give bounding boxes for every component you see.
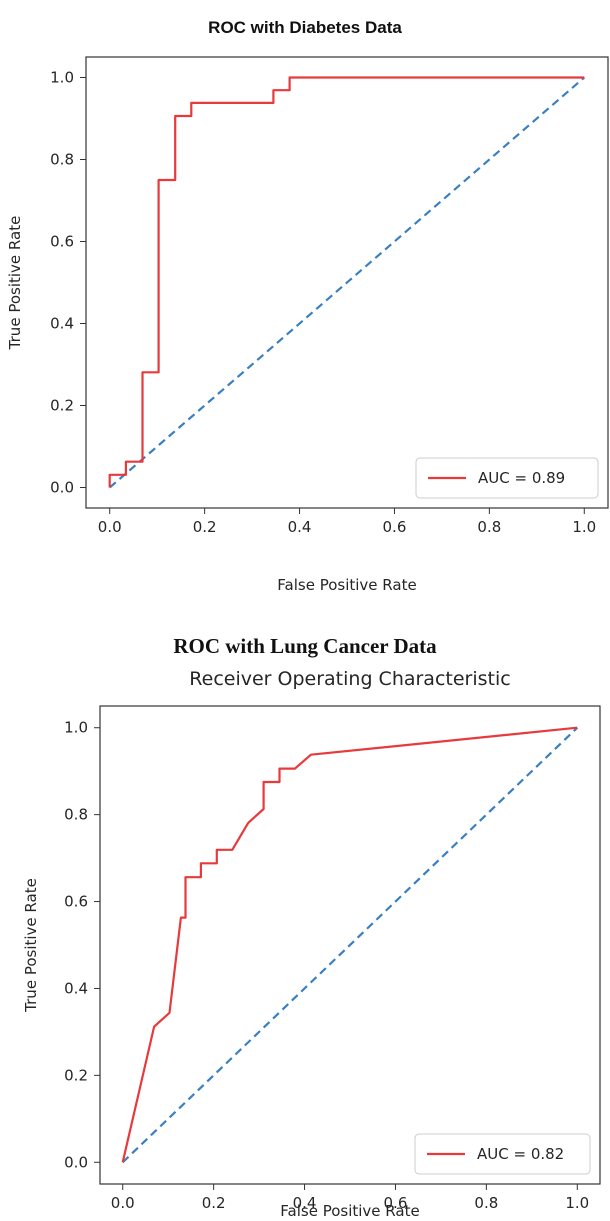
lung-cancer-y-axis-label: True Positive Rate	[22, 878, 40, 1013]
diabetes-x-tick-label: 0.0	[98, 518, 122, 536]
lung-cancer-legend: AUC = 0.82	[414, 1133, 591, 1175]
lung-cancer-x-tick-label: 0.4	[293, 1194, 317, 1212]
diabetes-legend-label: AUC = 0.89	[478, 469, 565, 487]
diabetes-y-tick-label: 0.2	[50, 397, 74, 415]
diabetes-roc-panel: ROC with Diabetes Data 0.0 0.2 0.4 0.6 0.8 1.…	[0, 0, 610, 610]
diabetes-y-tick-label: 0.4	[50, 315, 74, 333]
diabetes-y-axis-label: True Positive Rate	[6, 216, 24, 351]
diabetes-y-tick-label: 0.8	[50, 151, 74, 169]
lung-cancer-y-tick-label: 0.2	[64, 1066, 88, 1084]
lung-cancer-roc-panel: ROC with Lung Cancer Data Receiver Opera…	[0, 610, 610, 1221]
diabetes-x-tick-label: 0.4	[288, 518, 312, 536]
diabetes-y-tick-label: 1.0	[50, 69, 74, 87]
lung-cancer-y-tick-label: 0.8	[64, 806, 88, 824]
lung-cancer-x-tick-label: 0.2	[202, 1194, 226, 1212]
diabetes-axes-frame	[85, 56, 609, 509]
diabetes-x-tick-label: 0.8	[477, 518, 501, 536]
lung-cancer-chance-diagonal-line	[121, 726, 579, 1164]
lung-cancer-y-tick-label: 0.6	[64, 893, 88, 911]
lung-cancer-x-tick-label: 0.0	[111, 1194, 135, 1212]
lung-cancer-y-tick-label: 0.4	[64, 979, 88, 997]
diabetes-legend-box	[415, 457, 599, 499]
lung-cancer-axes-frame	[99, 705, 601, 1185]
diabetes-x-tick-label: 0.6	[383, 518, 407, 536]
lung-cancer-figure-caption: ROC with Lung Cancer Data	[173, 634, 437, 658]
diabetes-figure-caption: ROC with Diabetes Data	[208, 18, 402, 37]
lung-cancer-chart-title: Receiver Operating Characteristic	[189, 668, 511, 690]
diabetes-y-tick-label: 0.6	[50, 233, 74, 251]
lung-cancer-x-tick-label: 0.8	[474, 1194, 498, 1212]
lung-cancer-roc-curve-line	[121, 726, 578, 1163]
diabetes-x-axis-label: False Positive Rate	[277, 576, 416, 594]
lung-cancer-legend-box	[414, 1133, 591, 1175]
diabetes-y-tick-label: 0.0	[50, 479, 74, 497]
lung-cancer-y-tick-label: 1.0	[64, 719, 88, 737]
lung-cancer-x-axis-label: False Positive Rate	[280, 1202, 419, 1220]
lung-cancer-x-tick-label: 0.6	[384, 1194, 408, 1212]
diabetes-roc-chart: 0.0 0.2 0.4 0.6 0.8 1.0 0.0 0.2 0.4 0.6 0.8 1.0 Fals…	[6, 56, 609, 594]
diabetes-legend: AUC = 0.89	[415, 457, 599, 499]
diabetes-x-tick-label: 0.2	[193, 518, 217, 536]
lung-cancer-y-tick-label: 0.0	[64, 1153, 88, 1171]
lung-cancer-roc-chart: 0.0 0.2 0.4 0.6 0.8 1.0 0.0 0.2 0.4 0.6 0.8 1.0 Fals…	[22, 705, 601, 1220]
diabetes-x-tick-label: 1.0	[572, 518, 596, 536]
diabetes-chance-diagonal-line	[108, 76, 586, 489]
lung-cancer-x-tick-label: 1.0	[565, 1194, 589, 1212]
lung-cancer-legend-label: AUC = 0.82	[477, 1145, 564, 1163]
diabetes-roc-curve-line	[108, 76, 585, 488]
